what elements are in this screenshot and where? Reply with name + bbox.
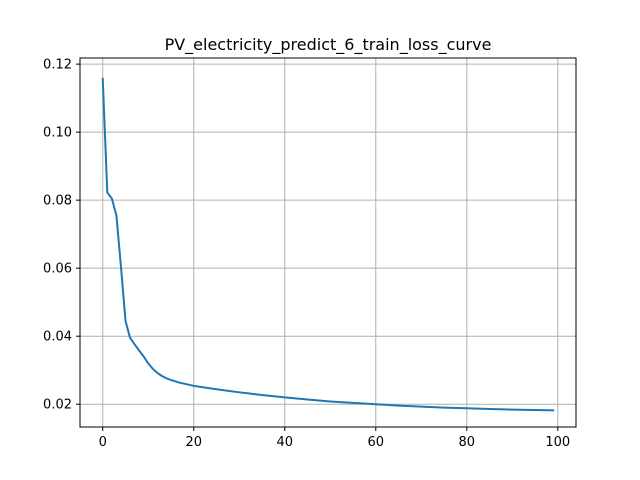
y-tick-label: 0.12 <box>43 58 72 73</box>
x-tick-label: 20 <box>185 435 202 450</box>
chart-title: PV_electricity_predict_6_train_loss_curv… <box>165 35 492 55</box>
grid-layer <box>80 58 576 427</box>
series-layer <box>101 77 555 412</box>
x-tick-label: 0 <box>99 435 107 450</box>
y-tick-label: 0.10 <box>43 126 72 141</box>
y-tick-label: 0.06 <box>43 262 72 277</box>
y-tick-label: 0.08 <box>43 194 72 209</box>
y-tick-label: 0.04 <box>43 330 72 345</box>
train-loss-line <box>101 77 555 412</box>
tick-layer: 0 20 40 60 80 100 0.02 0.04 0.06 0.08 0.10 0.12 <box>43 58 570 450</box>
x-tick-label: 40 <box>276 435 293 450</box>
x-tick-label: 80 <box>459 435 476 450</box>
axes-frame <box>79 57 577 428</box>
x-tick-label: 100 <box>545 435 570 450</box>
y-tick-label: 0.02 <box>43 398 72 413</box>
x-tick-label: 60 <box>368 435 385 450</box>
